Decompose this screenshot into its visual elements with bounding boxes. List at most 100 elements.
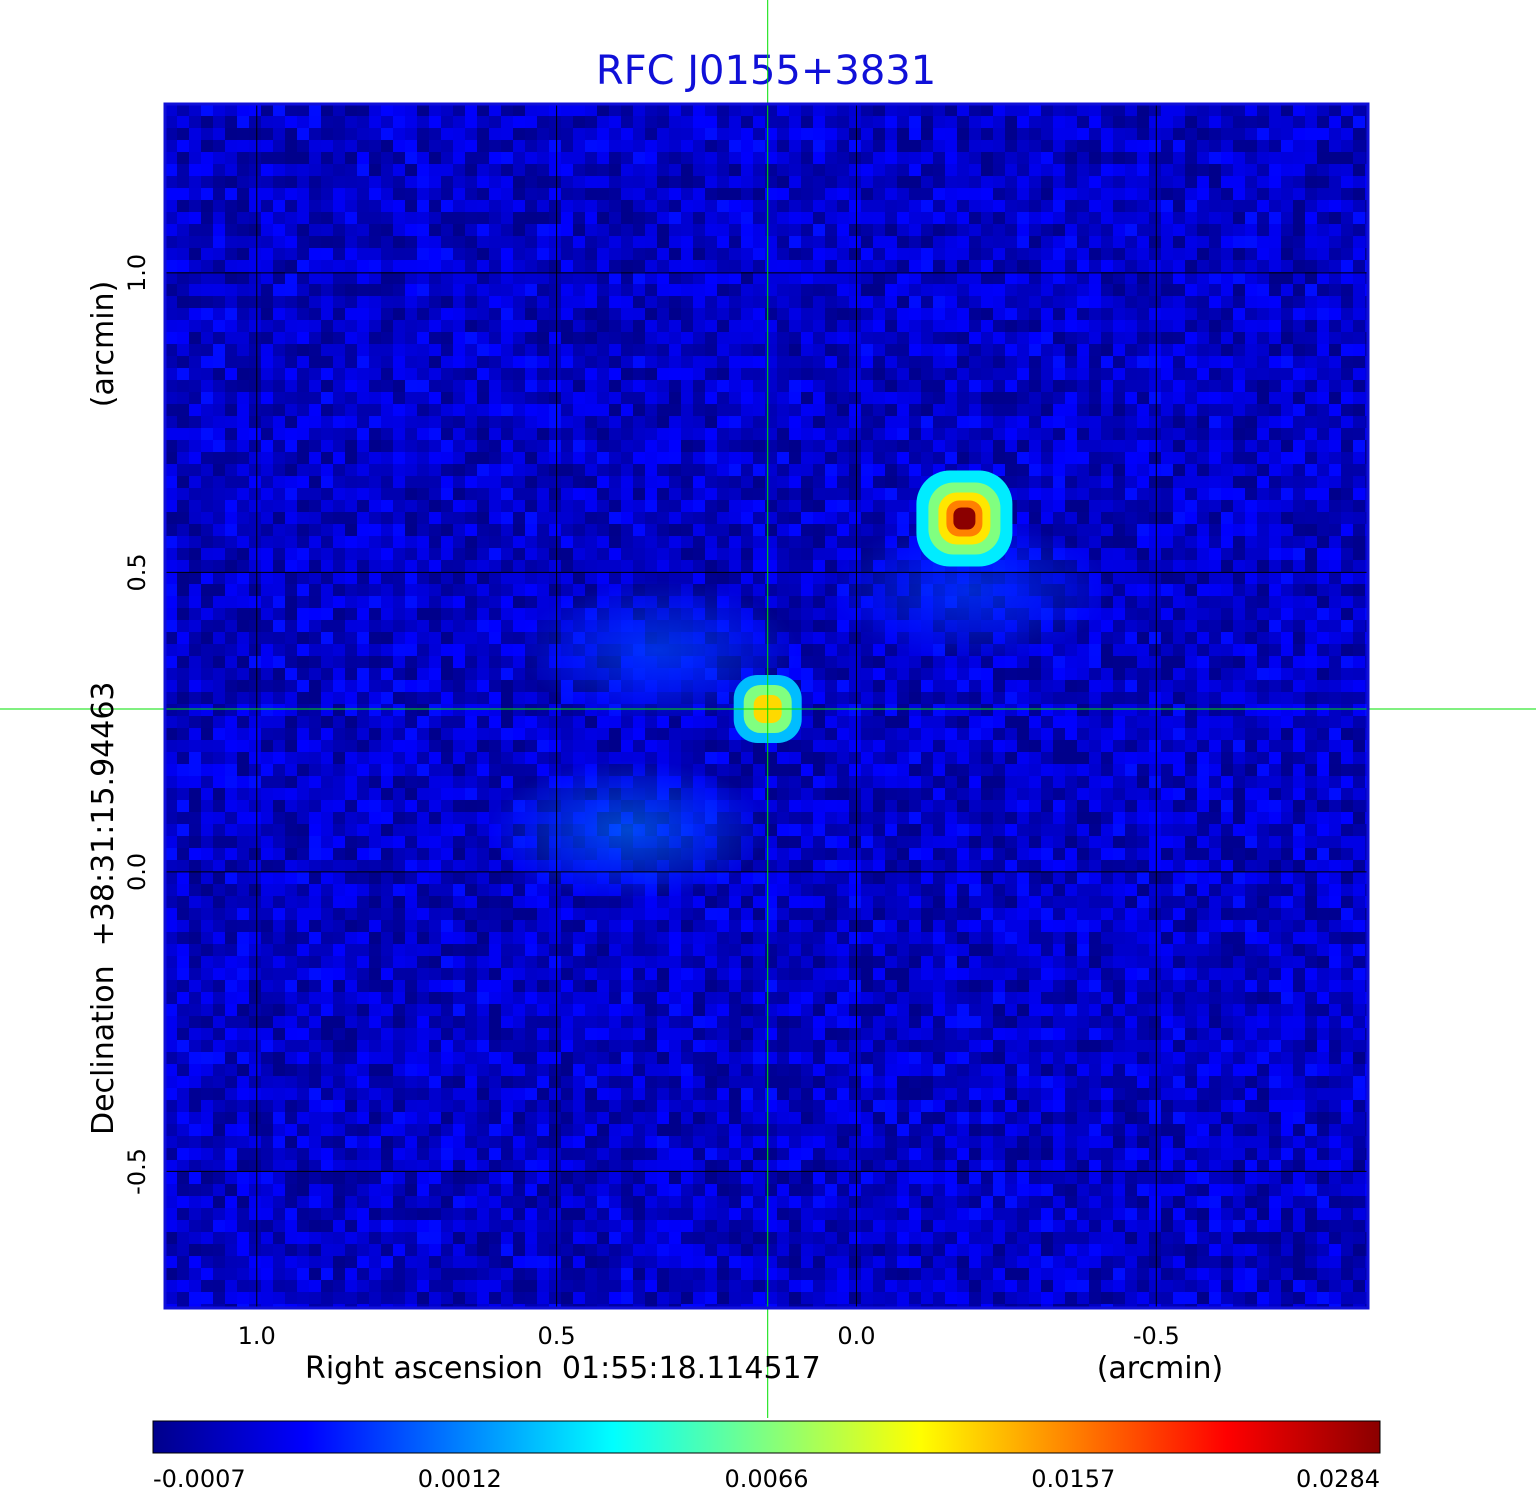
heatmap-pixel (897, 164, 909, 176)
heatmap-pixel (1089, 212, 1101, 224)
heatmap-pixel (813, 488, 825, 500)
heatmap-pixel (1221, 332, 1233, 344)
heatmap-pixel (297, 680, 309, 692)
heatmap-pixel (213, 380, 225, 392)
heatmap-pixel (1185, 476, 1197, 488)
heatmap-pixel (741, 416, 753, 428)
heatmap-pixel (1257, 500, 1269, 512)
heatmap-pixel (717, 452, 729, 464)
heatmap-pixel (225, 464, 237, 476)
heatmap-pixel (165, 428, 177, 440)
heatmap-pixel (345, 200, 357, 212)
heatmap-pixel (177, 524, 189, 536)
heatmap-pixel (165, 452, 177, 464)
heatmap-pixel (573, 392, 585, 404)
heatmap-pixel (1233, 404, 1245, 416)
heatmap-pixel (1305, 440, 1317, 452)
heatmap-pixel (861, 344, 873, 356)
heatmap-pixel (501, 596, 513, 608)
heatmap-pixel (1353, 260, 1365, 272)
heatmap-pixel (165, 620, 177, 632)
heatmap-pixel (561, 116, 573, 128)
heatmap-pixel (1245, 176, 1257, 188)
heatmap-pixel (873, 284, 885, 296)
heatmap-pixel (1041, 260, 1053, 272)
heatmap-pixel (321, 260, 333, 272)
heatmap-pixel (1293, 176, 1305, 188)
heatmap-pixel (789, 584, 801, 596)
heatmap-pixel (585, 512, 597, 524)
heatmap-pixel (1209, 368, 1221, 380)
heatmap-pixel (513, 464, 525, 476)
heatmap-pixel (1173, 476, 1185, 488)
heatmap-pixel (1281, 608, 1293, 620)
heatmap-pixel (333, 488, 345, 500)
heatmap-pixel (1341, 260, 1353, 272)
heatmap-pixel (1269, 596, 1281, 608)
heatmap-pixel (165, 260, 177, 272)
heatmap-pixel (969, 128, 981, 140)
heatmap-pixel (1089, 488, 1101, 500)
heatmap-pixel (1185, 416, 1197, 428)
heatmap-pixel (369, 584, 381, 596)
heatmap-pixel (381, 692, 393, 704)
heatmap-pixel (1041, 656, 1053, 668)
heatmap-pixel (405, 500, 417, 512)
heatmap-pixel (417, 380, 429, 392)
heatmap-pixel (1185, 140, 1197, 152)
heatmap-pixel (1017, 152, 1029, 164)
heatmap-pixel (393, 332, 405, 344)
heatmap-pixel (1053, 260, 1065, 272)
heatmap-pixel (261, 308, 273, 320)
heatmap-pixel (1233, 380, 1245, 392)
heatmap-pixel (1161, 596, 1173, 608)
heatmap-pixel (825, 296, 837, 308)
heatmap-pixel (849, 128, 861, 140)
heatmap-pixel (321, 152, 333, 164)
heatmap-pixel (525, 392, 537, 404)
heatmap-pixel (1233, 188, 1245, 200)
heatmap-pixel (501, 104, 513, 116)
heatmap-pixel (405, 488, 417, 500)
heatmap-pixel (165, 164, 177, 176)
heatmap-pixel (1293, 344, 1305, 356)
heatmap-pixel (885, 188, 897, 200)
heatmap-pixel (1089, 344, 1101, 356)
heatmap-pixel (285, 560, 297, 572)
heatmap-pixel (357, 428, 369, 440)
heatmap-pixel (945, 164, 957, 176)
heatmap-pixel (861, 272, 873, 284)
heatmap-pixel (357, 668, 369, 680)
heatmap-pixel (453, 488, 465, 500)
heatmap-pixel (897, 248, 909, 260)
heatmap-pixel (417, 464, 429, 476)
heatmap-pixel (225, 188, 237, 200)
heatmap-pixel (1305, 212, 1317, 224)
heatmap-pixel (657, 476, 669, 488)
heatmap-pixel (861, 224, 873, 236)
heatmap-pixel (753, 128, 765, 140)
heatmap-pixel (597, 308, 609, 320)
heatmap-pixel (165, 392, 177, 404)
heatmap-pixel (669, 392, 681, 404)
heatmap-pixel (453, 608, 465, 620)
heatmap-pixel (873, 116, 885, 128)
heatmap-pixel (693, 524, 705, 536)
heatmap-pixel (285, 272, 297, 284)
heatmap-pixel (993, 308, 1005, 320)
heatmap-pixel (957, 236, 969, 248)
heatmap-pixel (393, 128, 405, 140)
heatmap-pixel (201, 128, 213, 140)
heatmap-pixel (1305, 680, 1317, 692)
heatmap-pixel (1173, 452, 1185, 464)
heatmap-pixel (597, 236, 609, 248)
heatmap-pixel (981, 104, 993, 116)
heatmap-pixel (465, 692, 477, 704)
heatmap-pixel (1053, 440, 1065, 452)
heatmap-pixel (669, 284, 681, 296)
heatmap-pixel (1113, 116, 1125, 128)
heatmap-pixel (213, 368, 225, 380)
heatmap-pixel (1137, 356, 1149, 368)
heatmap-pixel (477, 260, 489, 272)
heatmap-pixel (297, 224, 309, 236)
